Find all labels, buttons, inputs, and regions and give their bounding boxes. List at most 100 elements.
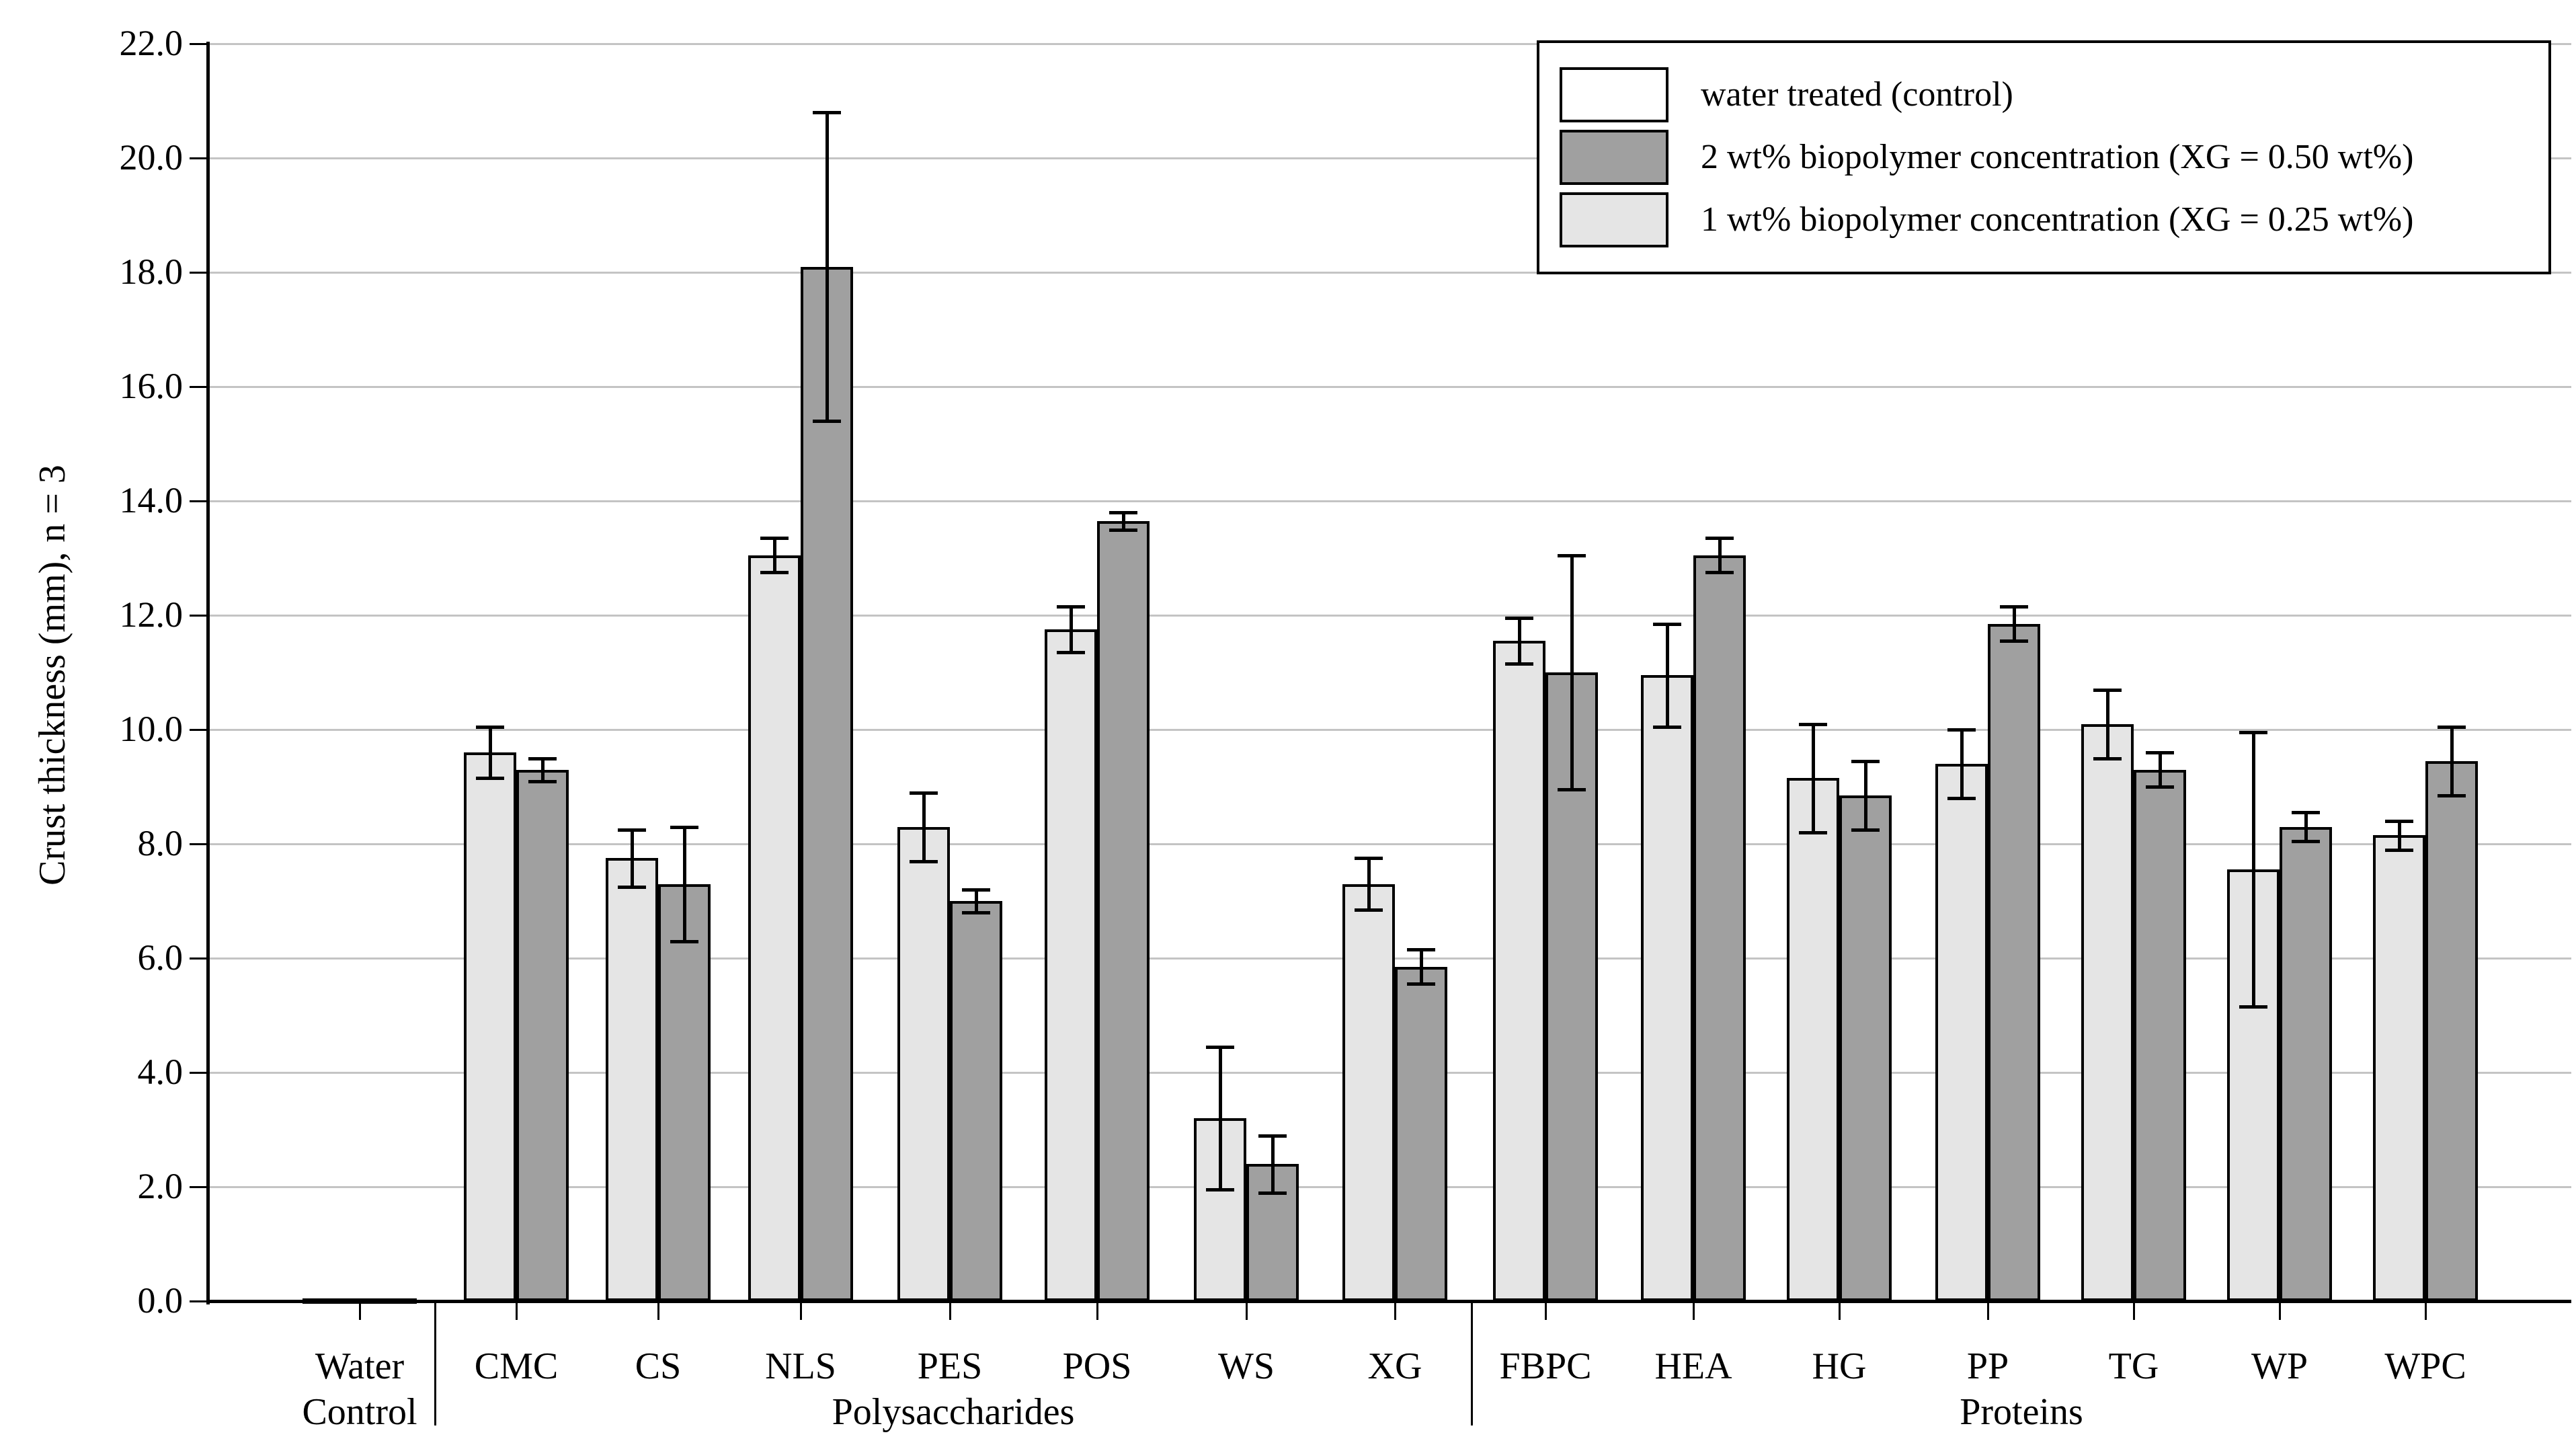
group-divider <box>1471 1301 1473 1425</box>
y-axis-tick <box>190 957 208 960</box>
bar-POS-s1 <box>1045 629 1097 1301</box>
y-tick-label: 18.0 <box>119 251 184 292</box>
error-bar <box>1271 1135 1275 1193</box>
legend: water treated (control) 2 wt% biopolymer … <box>1537 40 2551 274</box>
legend-label: water treated (control) <box>1701 75 2013 114</box>
y-tick-label: 20.0 <box>119 137 184 178</box>
error-bar-cap-bottom <box>1705 571 1734 575</box>
y-tick-label: 8.0 <box>137 823 184 863</box>
error-bar-cap-bottom <box>962 911 990 914</box>
x-axis-tick <box>1394 1302 1396 1320</box>
error-bar-cap-bottom <box>618 885 646 889</box>
error-bar <box>1864 760 1867 830</box>
error-bar-cap-bottom <box>528 779 557 783</box>
error-bar-cap-top <box>2093 688 2122 692</box>
error-bar <box>1518 618 1521 664</box>
error-bar-cap-bottom <box>2385 848 2413 852</box>
bar-PES-s2 <box>950 901 1002 1301</box>
error-bar-cap-top <box>670 825 698 829</box>
error-bar-cap-top <box>528 756 557 760</box>
error-bar-cap-top <box>618 828 646 832</box>
x-axis-tick <box>1987 1302 1989 1320</box>
bar-HG-s1 <box>1787 778 1839 1301</box>
gridline <box>208 386 2571 388</box>
error-bar <box>2450 726 2454 795</box>
bar-NLS-s1 <box>748 555 801 1301</box>
error-bar <box>2304 812 2308 841</box>
y-tick-label: 14.0 <box>119 480 184 520</box>
error-bar-cap-top <box>760 537 789 541</box>
legend-swatch <box>1560 130 1668 185</box>
error-bar-cap-top <box>1206 1045 1234 1049</box>
legend-row: 1 wt% biopolymer concentration (XG = 0.2… <box>1560 192 2528 247</box>
error-bar-cap-bottom <box>1057 651 1085 655</box>
bar-WP-s2 <box>2280 826 2332 1301</box>
error-bar <box>2159 752 2162 787</box>
category-label: FBPC <box>1499 1345 1592 1387</box>
category-label: POS <box>1062 1345 1132 1387</box>
error-bar-cap-bottom <box>910 859 938 863</box>
axis-group-label: Proteins <box>1960 1391 2083 1433</box>
category-label: XG <box>1367 1345 1422 1387</box>
error-bar-cap-top <box>476 725 504 729</box>
error-bar <box>1367 858 1371 910</box>
bar-POS-s2 <box>1097 520 1150 1301</box>
error-bar-cap-top <box>2000 605 2028 609</box>
error-bar <box>1122 512 1125 530</box>
y-axis-tick <box>190 1072 208 1074</box>
bar-PP-s2 <box>1988 623 2040 1301</box>
legend-row: water treated (control) <box>1560 67 2528 122</box>
error-bar-cap-top <box>1407 948 1435 952</box>
gridline <box>208 729 2571 731</box>
y-axis-tick <box>190 1186 208 1188</box>
bar-TG-s2 <box>2134 769 2186 1301</box>
error-bar-cap-top <box>2385 820 2413 823</box>
error-bar-cap-bottom <box>1799 831 1827 834</box>
error-bar-cap-bottom <box>1407 982 1435 986</box>
category-label: NLS <box>765 1345 836 1387</box>
error-bar <box>2106 689 2109 758</box>
error-bar-cap-top <box>2292 811 2320 815</box>
x-axis-tick <box>1693 1302 1695 1320</box>
bar-PP-s1 <box>1935 764 1988 1301</box>
error-bar <box>631 829 634 887</box>
bar-XG-s2 <box>1395 966 1447 1301</box>
error-bar-cap-bottom <box>813 420 841 423</box>
y-axis-tick <box>190 386 208 388</box>
bar-WPC-s2 <box>2425 760 2478 1301</box>
bar-CMC-s1 <box>464 752 516 1301</box>
y-tick-label: 22.0 <box>119 23 184 63</box>
category-label: HEA <box>1654 1345 1732 1387</box>
category-label: CS <box>635 1345 682 1387</box>
error-bar-cap-bottom <box>2000 639 2028 643</box>
gridline <box>208 272 2571 274</box>
category-label: WS <box>1218 1345 1275 1387</box>
error-bar-cap-top <box>2146 751 2174 754</box>
error-bar-cap-bottom <box>1653 725 1681 729</box>
category-label: HG <box>1812 1345 1867 1387</box>
error-bar <box>826 112 829 421</box>
x-axis-tick <box>2425 1302 2427 1320</box>
y-axis-tick <box>190 157 208 159</box>
x-axis-tick <box>2279 1302 2281 1320</box>
error-bar-cap-bottom <box>476 777 504 781</box>
error-bar-cap-top <box>1799 722 1827 726</box>
error-bar-cap-top <box>1109 511 1137 514</box>
gridline <box>208 615 2571 617</box>
x-axis-tick <box>359 1302 361 1320</box>
error-bar-cap-bottom <box>1258 1191 1287 1195</box>
error-bar <box>2013 607 2016 641</box>
y-tick-label: 2.0 <box>137 1166 184 1206</box>
bar-WPC-s1 <box>2373 835 2425 1301</box>
y-tick-label: 16.0 <box>119 366 184 406</box>
error-bar-cap-bottom <box>2093 756 2122 760</box>
legend-label: 1 wt% biopolymer concentration (XG = 0.2… <box>1701 200 2414 239</box>
error-bar-cap-top <box>2438 725 2466 729</box>
bar-PES-s1 <box>897 826 950 1301</box>
y-axis-tick <box>190 43 208 45</box>
error-bar <box>1812 724 1815 832</box>
bar-NLS-s2 <box>801 266 853 1301</box>
error-bar <box>1219 1046 1222 1190</box>
x-axis-tick <box>949 1302 951 1320</box>
